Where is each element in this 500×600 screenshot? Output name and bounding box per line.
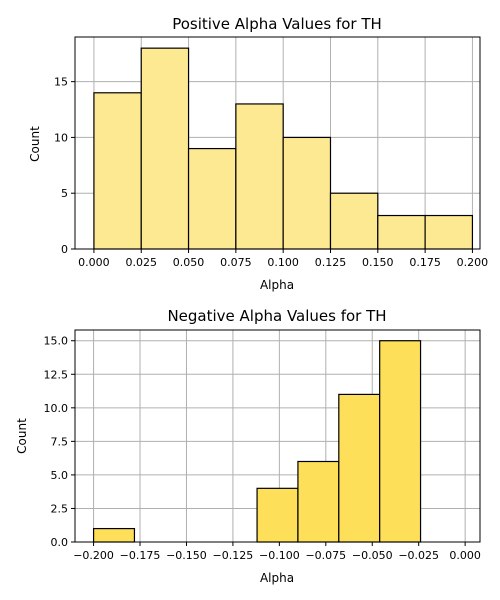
plot-area-frame — [74, 329, 481, 543]
x-tick-label: 0.175 — [409, 256, 441, 269]
x-tick-label: 0.125 — [315, 256, 347, 269]
histogram-bar — [338, 393, 381, 543]
x-tick-label: −0.100 — [259, 549, 300, 562]
x-tick-label: 0.000 — [449, 549, 481, 562]
y-tick-label: 5 — [61, 187, 68, 200]
y-tick-label: 2.5 — [51, 502, 69, 515]
y-tick-label: 0.0 — [51, 536, 69, 549]
y-tick-label: 7.5 — [51, 435, 69, 448]
histogram-bar — [329, 192, 379, 250]
histogram-bar — [92, 527, 136, 543]
x-tick-label: −0.125 — [213, 549, 254, 562]
histogram-bar — [297, 460, 340, 543]
x-tick-label: 0.150 — [362, 256, 394, 269]
histogram-bar — [424, 214, 474, 250]
y-axis-label: Count — [28, 126, 42, 162]
y-tick-label: 12.5 — [44, 368, 69, 381]
x-tick-label: −0.050 — [352, 549, 393, 562]
plot-area-frame — [74, 36, 481, 250]
histogram-bar — [235, 103, 284, 250]
y-tick-label: 5.0 — [51, 469, 69, 482]
x-tick-label: −0.200 — [73, 549, 114, 562]
x-axis-label: Alpha — [260, 278, 294, 292]
histogram-bar — [379, 340, 422, 543]
positive-alpha-histogram: Positive Alpha Values for TH Alpha Count… — [28, 15, 488, 292]
x-tick-label: −0.150 — [166, 549, 207, 562]
chart-title: Negative Alpha Values for TH — [167, 307, 386, 325]
histogram-bar — [93, 92, 142, 250]
x-tick-label: 0.100 — [267, 256, 299, 269]
y-tick-label: 15 — [54, 76, 68, 89]
y-axis-label: Count — [15, 418, 29, 454]
x-tick-label: 0.200 — [457, 256, 489, 269]
histogram-bar — [256, 487, 299, 543]
histogram-bar — [140, 47, 190, 250]
x-tick-label: −0.175 — [120, 549, 161, 562]
x-tick-label: −0.025 — [398, 549, 439, 562]
histogram-bar — [187, 147, 237, 250]
chart-title: Positive Alpha Values for TH — [172, 15, 382, 33]
x-tick-label: 0.025 — [125, 256, 157, 269]
histogram-bar — [282, 136, 332, 250]
x-axis-label: Alpha — [260, 571, 294, 585]
histogram-bar — [377, 214, 426, 250]
y-tick-label: 15.0 — [44, 335, 69, 348]
x-tick-label: −0.075 — [305, 549, 346, 562]
x-tick-label: 0.000 — [78, 256, 110, 269]
y-tick-label: 0 — [61, 243, 68, 256]
x-tick-label: 0.050 — [173, 256, 205, 269]
y-tick-label: 10 — [54, 131, 68, 144]
negative-alpha-histogram: Negative Alpha Values for TH Alpha Count… — [15, 307, 481, 585]
x-tick-label: 0.075 — [220, 256, 252, 269]
y-tick-label: 10.0 — [44, 402, 69, 415]
